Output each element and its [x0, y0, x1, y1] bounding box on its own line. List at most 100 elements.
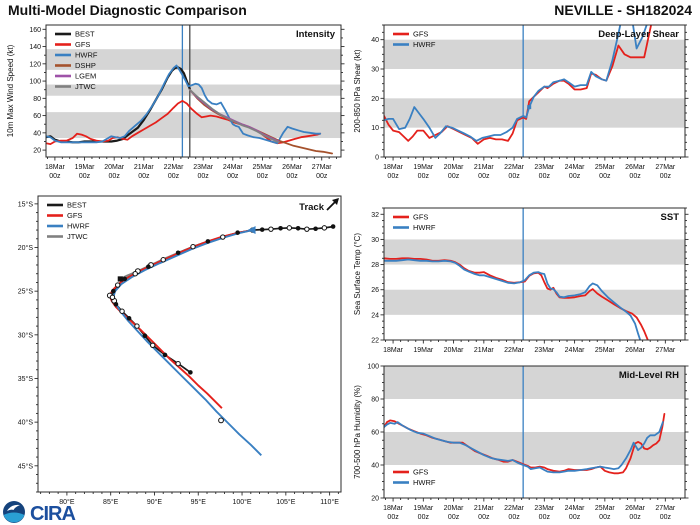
track-direction-arrow-icon [326, 198, 339, 211]
intensity-tick-labels: 18Mar 00z 19Mar 00z 20Mar 00z 21Mar 00z 22Mar 00z… [29, 27, 332, 180]
hwrf-start-marker [247, 226, 256, 235]
intensity-ytick-label: 120 [29, 61, 41, 68]
intensity-category-band [46, 49, 341, 70]
track-best-fix-open [134, 323, 140, 329]
intensity-category-band [46, 84, 341, 96]
track-xtick-label: 95°E [191, 498, 207, 506]
shear-legend-label-hwrf: HWRF [413, 40, 436, 49]
sst-ytick-label: 28 [371, 262, 379, 269]
shear-hwrf-line [384, 25, 648, 142]
shear-xtick-date: 22Mar [504, 164, 525, 171]
shear-xtick-hour: 00z [599, 173, 611, 180]
shear-ytick-label: 20 [371, 96, 379, 103]
track-xtick-label: 105°E [276, 498, 295, 506]
sst-xtick-date: 19Mar [413, 347, 434, 354]
track-legend-label-hwrf: HWRF [67, 222, 90, 231]
track-best-fix-open [175, 360, 181, 367]
track-best-fix-filled [146, 264, 151, 270]
sst-xtick-date: 21Mar [474, 347, 495, 354]
intensity-ytick-label: 100 [29, 79, 41, 86]
rh-series-lines [384, 413, 666, 475]
track-best-fix-filled [113, 301, 119, 307]
track-best-fix-open [268, 226, 274, 232]
rh-xtick-hour: 00z [539, 514, 551, 521]
track-ytick-label: 45°S [18, 462, 34, 470]
track-best-line [111, 225, 334, 374]
rh-ytick-label: 40 [371, 463, 379, 470]
sst-plot-frame [383, 207, 686, 341]
sst-y-axis-label: Sea Surface Temp (°C) [353, 233, 362, 316]
sst-ytick-label: 26 [371, 287, 379, 294]
intensity-xtick-hour: 00z [168, 173, 180, 180]
intensity-xtick-date: 21Mar [134, 164, 155, 171]
intensity-xtick-hour: 00z [286, 173, 298, 180]
sst-chart: SST18Mar00z19Mar00z20Mar00z21Mar00z22Mar… [353, 207, 689, 354]
shear-ytick-label: 40 [371, 37, 379, 44]
track-ytick-label: 25°S [18, 288, 34, 296]
sst-xtick-date: 20Mar [444, 347, 465, 354]
track-best-fix-open [286, 225, 293, 231]
track-ytick-label: 40°S [18, 419, 34, 427]
sst-tick-labels: 18Mar00z19Mar00z20Mar00z21Mar00z22Mar00z… [371, 212, 676, 354]
rh-xtick-date: 26Mar [625, 505, 646, 512]
shear-tick-labels: 18Mar 00z 19Mar 00z 20Mar 00z 21Mar 00z 22Mar 00z… [371, 37, 676, 180]
header: Multi-Model Diagnostic Comparison NEVILL… [0, 0, 700, 22]
sst-xtick-date: 26Mar [625, 347, 646, 354]
shear-xtick-hour: 00z [660, 173, 672, 180]
shear-xtick-date: 23Mar [534, 164, 555, 171]
sst-panel-title: SST [661, 212, 680, 223]
svg-text:CIRA: CIRA [30, 503, 75, 525]
intensity-xtick-date: 19Mar [75, 164, 96, 171]
rh-xtick-date: 21Mar [474, 505, 495, 512]
track-best-fix-filled [162, 352, 168, 358]
intensity-xtick-hour: 00z [138, 173, 150, 180]
intensity-xtick-hour: 00z [257, 173, 269, 180]
track-chart: Track 80°E 85°E 90°E 95°E 100°E 105°E 110°E 15°S… [18, 195, 342, 506]
track-best-fix-open [321, 225, 328, 231]
track-square-marker [117, 276, 123, 282]
rh-legend-label-gfs: GFS [413, 468, 428, 477]
rh-ytick-label: 60 [371, 430, 379, 437]
shear-xtick-hour: 00z [448, 173, 460, 180]
sst-series-lines [384, 257, 649, 340]
rh-y-axis-label: 700-500 hPa Humidity (%) [353, 385, 362, 479]
shear-ticks [380, 24, 689, 161]
rh-xtick-hour: 00z [418, 514, 430, 521]
shear-xtick-date: 24Mar [565, 164, 586, 171]
sst-xtick-date: 27Mar [655, 347, 676, 354]
sst-xtick-date: 24Mar [565, 347, 586, 354]
rh-xtick-hour: 00z [508, 514, 520, 521]
track-best-fix-open [160, 257, 166, 263]
page-title: Multi-Model Diagnostic Comparison [8, 2, 247, 18]
track-best-fix-open [150, 342, 156, 349]
shear-xtick-hour: 00z [478, 173, 490, 180]
shear-series-lines [384, 25, 653, 145]
intensity-ticks [42, 28, 345, 161]
shear-xtick-date: 20Mar [444, 164, 465, 171]
rh-xtick-date: 27Mar [655, 505, 676, 512]
cira-logo: CIRA [30, 503, 76, 525]
track-best-fix-open [132, 271, 138, 277]
storm-id-title: NEVILLE - SH182024 [554, 2, 692, 18]
shear-xtick-date: 21Mar [474, 164, 495, 171]
intensity-xtick-date: 26Mar [282, 164, 303, 171]
rh-xtick-hour: 00z [660, 514, 672, 521]
track-markers [106, 224, 336, 424]
track-xtick-label: 110°E [320, 498, 339, 506]
intensity-xtick-date: 24Mar [223, 164, 244, 171]
track-best-fix-filled [188, 370, 193, 375]
shear-xtick-hour: 00z [539, 173, 551, 180]
intensity-y-axis-label: 10m Max Wind Speed (kt) [6, 44, 15, 137]
track-best-fix-filled [313, 226, 318, 232]
intensity-legend-label-gfs: GFS [75, 40, 90, 49]
intensity-series-lines [46, 64, 334, 155]
rh-xtick-date: 23Mar [534, 505, 555, 512]
sst-ytick-label: 32 [371, 212, 379, 219]
intensity-hwrf-line [46, 64, 322, 145]
sst-panel: SST18Mar00z19Mar00z20Mar00z21Mar00z22Mar… [350, 196, 700, 356]
rh-tick-labels: 18Mar 00z 19Mar 00z 20Mar 00z 21Mar 00z 22Mar 00z… [367, 364, 676, 522]
